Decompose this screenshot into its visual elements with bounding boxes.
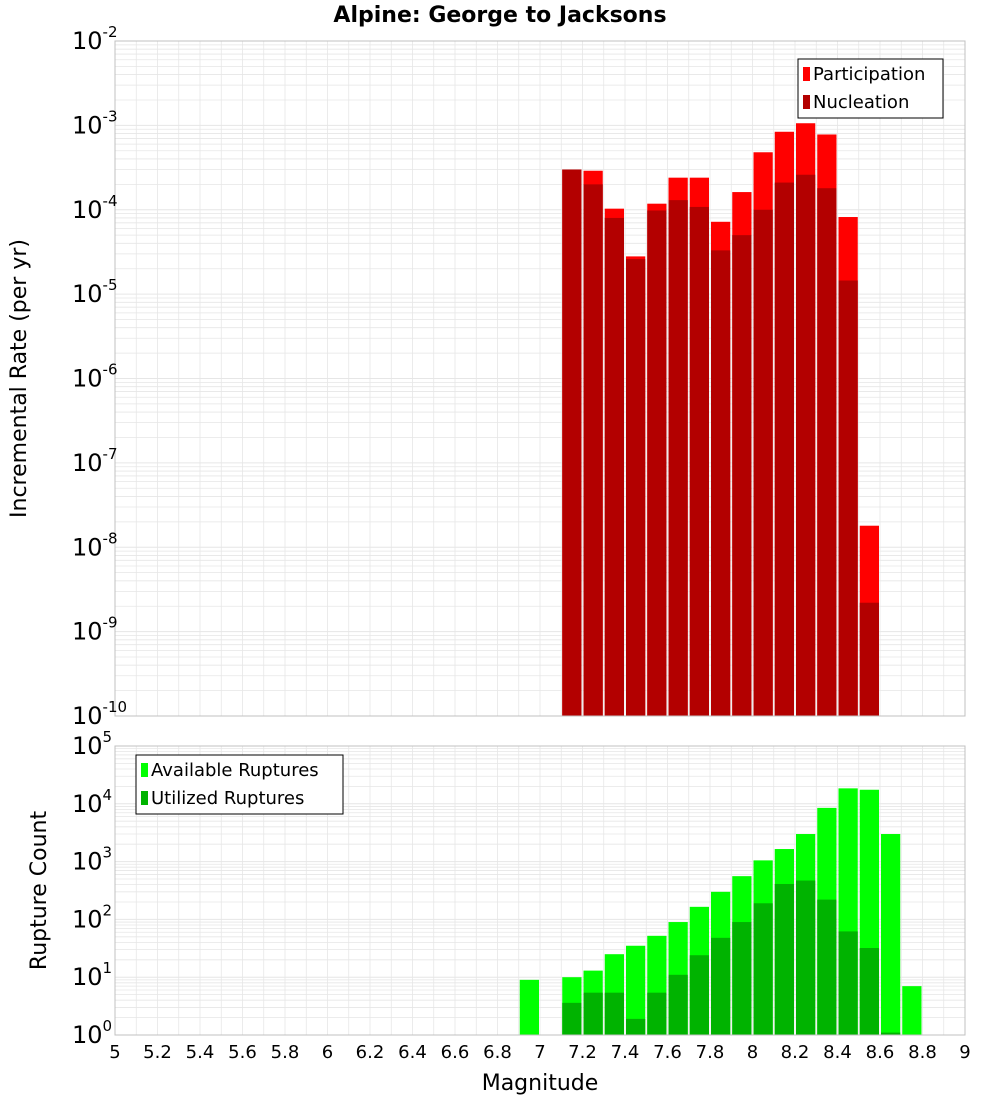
x-axis-ticks: 5 5.2 5.4 5.6 5.8 6 6.2 6.4 6.6 6.8 7 7.2 7.4 7.6 7.8 8… bbox=[109, 1042, 970, 1063]
y-tick-label: 10-6 bbox=[72, 361, 118, 393]
utilized-ruptures-bar bbox=[604, 992, 624, 1035]
top-gridlines bbox=[114, 41, 966, 717]
nucleation-swatch bbox=[803, 95, 810, 109]
top-plot-panel: 10-10 10-9 10-8 10-7 10-6 10-5 10-4 10-3 10-2 In… bbox=[7, 23, 966, 730]
utilized-ruptures-bar bbox=[796, 880, 816, 1035]
bottom-legend: Available Ruptures Utilized Ruptures bbox=[135, 754, 344, 815]
y-tick-label: 10-7 bbox=[72, 445, 118, 477]
y-tick-label: 104 bbox=[72, 786, 112, 818]
x-tick-label: 5.4 bbox=[186, 1042, 215, 1063]
nucleation-bar bbox=[732, 235, 752, 716]
chart-title: Alpine: George to Jacksons bbox=[333, 3, 666, 28]
x-tick-label: 8.8 bbox=[908, 1042, 937, 1063]
x-tick-label: 6.4 bbox=[398, 1042, 427, 1063]
x-tick-label: 8 bbox=[747, 1042, 758, 1063]
nucleation-bar bbox=[626, 259, 646, 716]
available-ruptures-bar bbox=[881, 834, 901, 1035]
bottom-y-ticks: 100 101 102 103 104 105 bbox=[72, 728, 112, 1049]
top-y-ticks: 10-10 10-9 10-8 10-7 10-6 10-5 10-4 10-3 10-2 bbox=[72, 23, 127, 730]
nucleation-legend-label: Nucleation bbox=[813, 92, 909, 113]
y-tick-label: 105 bbox=[72, 728, 112, 760]
x-tick-label: 6.8 bbox=[483, 1042, 512, 1063]
x-tick-label: 8.4 bbox=[823, 1042, 852, 1063]
x-tick-label: 6.6 bbox=[441, 1042, 470, 1063]
y-tick-label: 103 bbox=[72, 844, 112, 876]
utilized-ruptures-legend-label: Utilized Ruptures bbox=[151, 788, 304, 809]
x-tick-label: 7.8 bbox=[696, 1042, 725, 1063]
bottom-bars bbox=[519, 788, 922, 1035]
available-ruptures-bar bbox=[626, 945, 646, 1035]
utilized-ruptures-bar bbox=[753, 903, 773, 1035]
nucleation-bar bbox=[838, 280, 858, 716]
available-ruptures-legend-label: Available Ruptures bbox=[151, 760, 319, 781]
utilized-ruptures-bar bbox=[626, 1018, 646, 1035]
y-tick-label: 10-4 bbox=[72, 192, 118, 224]
y-tick-label: 10-9 bbox=[72, 614, 118, 646]
x-tick-label: 7 bbox=[534, 1042, 545, 1063]
nucleation-bar bbox=[668, 200, 688, 716]
utilized-ruptures-bar bbox=[838, 931, 858, 1035]
y-tick-label: 10-8 bbox=[72, 529, 118, 561]
x-tick-label: 8.6 bbox=[866, 1042, 895, 1063]
participation-swatch bbox=[803, 67, 810, 81]
nucleation-bar bbox=[774, 182, 794, 716]
top-plot-frame bbox=[114, 40, 966, 717]
top-bars bbox=[562, 123, 879, 717]
x-tick-label: 9 bbox=[959, 1042, 970, 1063]
nucleation-bar bbox=[817, 188, 837, 717]
top-y-axis-label: Incremental Rate (per yr) bbox=[7, 239, 32, 518]
legend-box bbox=[135, 754, 344, 815]
utilized-ruptures-bar bbox=[732, 922, 752, 1035]
x-tick-label: 5.8 bbox=[271, 1042, 300, 1063]
y-tick-label: 100 bbox=[72, 1017, 112, 1049]
nucleation-bar bbox=[562, 169, 582, 716]
participation-legend-label: Participation bbox=[813, 64, 925, 85]
utilized-ruptures-bar bbox=[583, 992, 603, 1035]
utilized-ruptures-bar bbox=[647, 992, 667, 1035]
bottom-plot-panel: 100 101 102 103 104 105 Rupture Count Availab… bbox=[27, 728, 966, 1049]
y-tick-label: 10-3 bbox=[72, 107, 118, 139]
nucleation-bar bbox=[604, 217, 624, 716]
utilized-ruptures-bar bbox=[668, 974, 688, 1035]
x-axis-label: Magnitude bbox=[482, 1071, 599, 1096]
utilized-ruptures-bar bbox=[881, 1032, 901, 1035]
nucleation-bar bbox=[753, 209, 773, 716]
available-ruptures-swatch bbox=[141, 763, 148, 777]
utilized-ruptures-bar bbox=[859, 948, 879, 1035]
nucleation-bar bbox=[796, 174, 816, 716]
nucleation-bar bbox=[647, 210, 667, 716]
x-tick-label: 7.2 bbox=[568, 1042, 597, 1063]
x-tick-label: 5.6 bbox=[228, 1042, 257, 1063]
available-ruptures-bar bbox=[519, 979, 539, 1035]
x-tick-label: 5 bbox=[109, 1042, 120, 1063]
top-legend: Participation Nucleation bbox=[797, 58, 944, 119]
y-tick-label: 101 bbox=[72, 959, 112, 991]
x-tick-label: 7.6 bbox=[653, 1042, 682, 1063]
x-tick-label: 6 bbox=[322, 1042, 333, 1063]
nucleation-bar bbox=[689, 206, 709, 716]
available-ruptures-bar bbox=[902, 986, 922, 1035]
nucleation-bar bbox=[711, 250, 731, 717]
nucleation-bar bbox=[859, 602, 879, 716]
utilized-ruptures-bar bbox=[817, 899, 837, 1035]
utilized-ruptures-bar bbox=[711, 937, 731, 1035]
y-tick-label: 10-5 bbox=[72, 276, 118, 308]
y-tick-label: 10-10 bbox=[72, 698, 127, 730]
y-tick-label: 102 bbox=[72, 901, 112, 933]
x-tick-label: 7.4 bbox=[611, 1042, 640, 1063]
x-tick-label: 8.2 bbox=[781, 1042, 810, 1063]
utilized-ruptures-swatch bbox=[141, 791, 148, 805]
nucleation-bar bbox=[583, 184, 603, 717]
utilized-ruptures-bar bbox=[562, 1002, 582, 1035]
y-tick-label: 10-2 bbox=[72, 23, 118, 55]
x-tick-label: 6.2 bbox=[356, 1042, 385, 1063]
legend-box bbox=[797, 58, 944, 119]
x-tick-label: 5.2 bbox=[143, 1042, 172, 1063]
utilized-ruptures-bar bbox=[774, 883, 794, 1035]
bottom-y-axis-label: Rupture Count bbox=[27, 811, 52, 971]
bottom-plot-frame bbox=[114, 745, 966, 1036]
utilized-ruptures-bar bbox=[689, 955, 709, 1035]
